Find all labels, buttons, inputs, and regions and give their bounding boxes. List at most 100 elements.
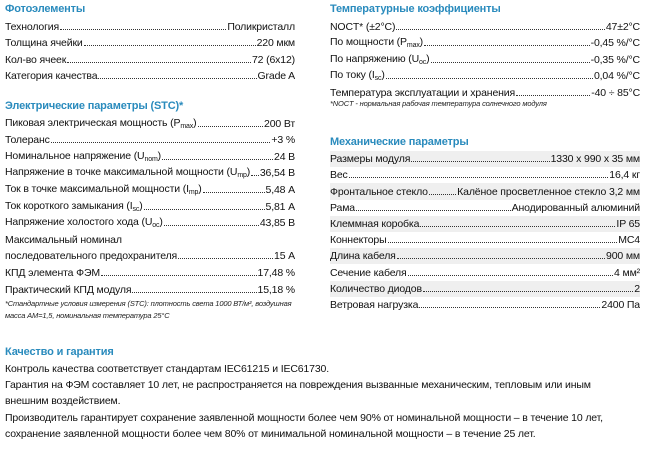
spec-row: По мощности (Pmax) -0,45 %/°C [330,35,640,52]
spec-row: Количество диодов 2 [330,280,640,297]
spec-row: Ветровая нагрузка 2400 Па [330,297,640,313]
spec-value: -40 ÷ 85°C [591,86,640,99]
label-text: последовательного предохранителя [5,250,178,263]
spec-label: Номинальное напряжение (Unom) [5,150,161,163]
dot-leader [83,45,256,46]
dot-leader [396,28,605,30]
subscript: sc [374,75,382,83]
spec-row: Практический КПД модуля 15,18 % [5,281,295,298]
spec-row: Кол-во ячеек 72 (6x12) [5,51,295,68]
spec-value: -0,35 %/°C [590,53,640,66]
spec-value: 24 В [274,150,295,163]
dot-leader [396,258,606,260]
spec-row: Сечение кабеля 4 мм² [330,264,640,280]
section-title: Температурные коэффициенты [330,3,501,15]
section-title: Фотоэлементы [5,3,86,15]
dot-leader [411,161,550,163]
spec-value: 2400 Па [601,298,640,311]
spec-row: Температура эксплуатации и хранения -40 ÷… [330,84,640,101]
subscript: oc [419,58,427,66]
spec-value: 36,54 В [259,167,295,180]
label-text: ) [246,166,251,179]
spec-row: КПД элемента ФЭМ 17,48 % [5,264,295,281]
subscript: nom [144,155,158,163]
dot-leader [132,291,257,293]
spec-row: Напряжение в точке максимальной мощности… [5,165,295,182]
subscript: sc [132,205,140,213]
dot-leader [100,274,257,276]
label-text: По току (I [330,69,375,82]
spec-row: Пиковая электрическая мощность (Pmax) 200… [5,115,295,132]
label-text: Коннекторы [330,234,387,247]
dot-leader [163,225,259,227]
subscript: max [180,122,194,130]
paragraph: Контроль качества соответствует стандарт… [5,363,329,375]
label-text: ) [381,69,385,82]
spec-row: Размеры модуля 1330 x 990 x 35 мм [330,151,640,168]
dot-leader [67,61,251,63]
subscript: mp [188,188,199,196]
label-text: Количество диодов [330,282,422,295]
dot-leader [98,78,257,79]
label-text: ) [139,199,143,212]
spec-label: Толеранс [5,134,50,146]
spec-label: Размеры модуля [330,153,410,165]
footnote: *Стандартные условия измерения (STC): пл… [5,299,292,320]
spec-label: По напряжению (Uoc) [330,53,430,66]
section-title: Механические параметры [330,136,469,148]
dot-leader [60,28,227,30]
spec-value: 2 [634,282,640,295]
spec-row: Ток короткого замыкания (Isc) 5,81 А [5,198,295,215]
dot-leader [420,225,616,227]
spec-label: Ток в точке максимальной мощности (Imp) [5,183,202,196]
label-text: Клеммная коробка [330,217,420,230]
label-text: Сечение кабеля [330,266,407,279]
label-text: ) [419,36,424,49]
spec-label: Длина кабеля [330,250,396,262]
spec-value: 72 (6x12) [251,53,295,66]
dot-leader [251,175,259,177]
label-text: По мощности (P [330,36,407,49]
footnote: *NOCT - нормальная рабочая температура с… [330,99,547,108]
dot-leader [202,191,265,193]
spec-label: NOCT* (±2°C) [330,21,395,33]
spec-label: Толщина ячейки [5,37,83,49]
spec-label: Практический КПД модуля [5,284,132,296]
spec-label: Категория качества [5,70,98,82]
spec-value: 0,04 %/°C [593,70,640,83]
spec-label: Технология [5,21,59,33]
spec-value: 1330 x 990 x 35 мм [550,153,640,166]
spec-row: Рама Анодированный алюминий [330,200,640,216]
dot-leader [50,142,271,144]
dot-leader [348,177,609,179]
label-text: По напряжению (U [330,52,420,65]
label-text: Длина кабеля [330,250,396,263]
label-text: КПД элемента ФЭМ [5,266,100,279]
section-title: Электрические параметры (STC)* [5,100,184,112]
spec-label: По мощности (Pmax) [330,36,423,49]
label-text: Пиковая электрическая мощность (P [5,116,181,129]
spec-value: Поликристалл [227,20,295,33]
label-text: Ветровая нагрузка [330,298,419,311]
spec-value: 900 мм [606,250,640,263]
label-text: Фронтальное стекло [330,185,428,198]
spec-value: IP 65 [616,217,640,230]
label-text: Вес [330,169,348,182]
dot-leader [387,242,618,244]
spec-row: Фронтальное стекло Калёное просветленное … [330,183,640,200]
label-text: Толщина ячейки [5,37,83,49]
label-text: Толеранс [5,134,50,147]
spec-label: Вес [330,169,348,181]
spec-row: Номинальное напряжение (Unom) 24 В [5,148,295,165]
spec-value: 5,81 А [265,200,295,213]
dot-leader [419,306,601,308]
spec-value: MC4 [618,234,640,247]
spec-value: 17,48 % [257,266,295,279]
label-text: Номинальное напряжение (U [5,149,145,162]
dot-leader [178,258,273,260]
dot-leader [355,209,511,211]
dot-leader [197,125,263,127]
dot-leader [424,45,590,47]
spec-row: Ток в точке максимальной мощности (Imp) 5… [5,181,295,198]
dot-leader [385,78,593,80]
